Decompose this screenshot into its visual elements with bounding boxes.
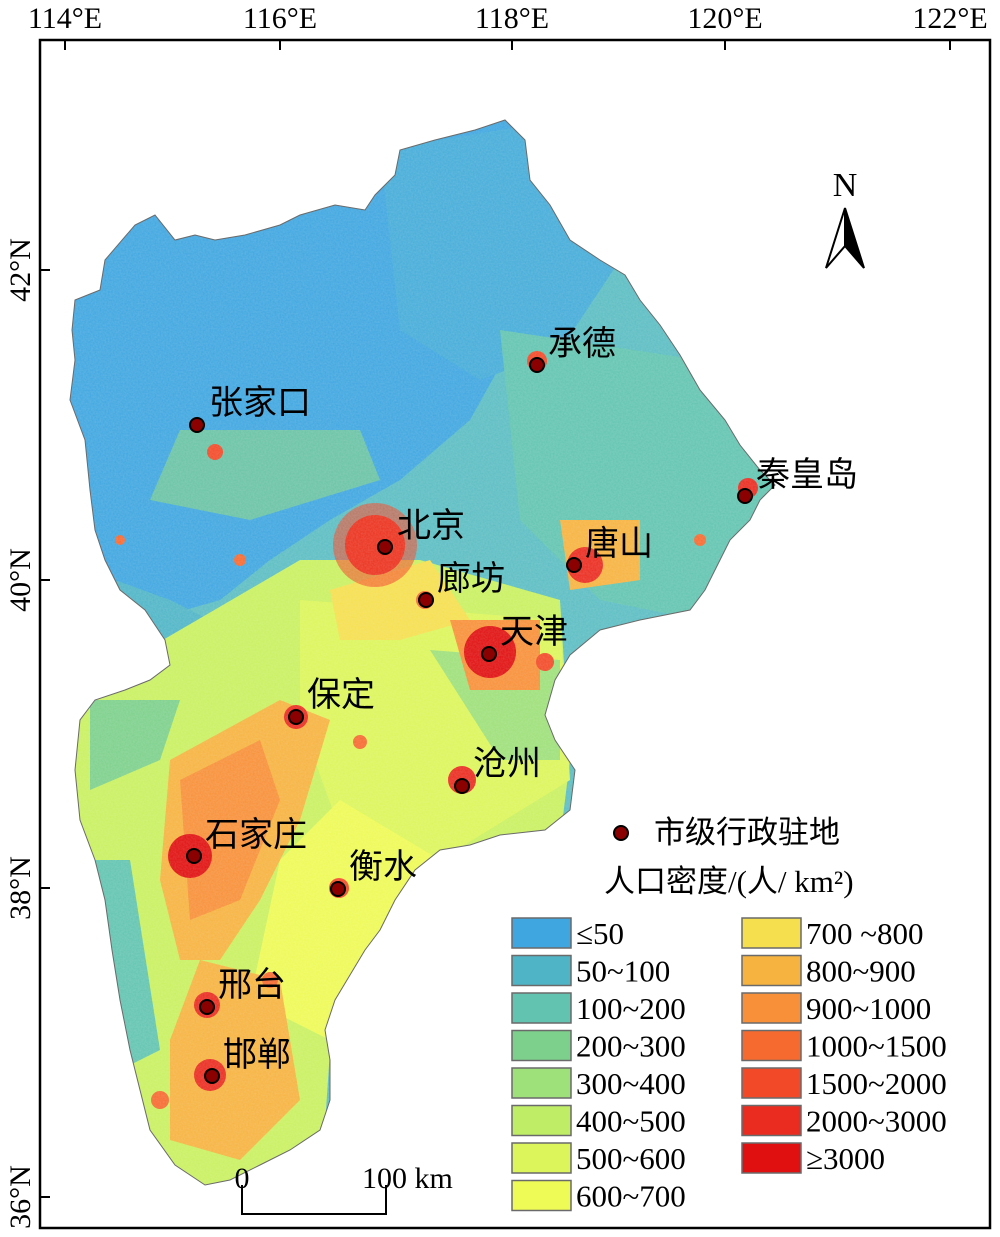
- city-label: 秦皇岛: [756, 456, 858, 494]
- legend-class-label: 200~300: [576, 1029, 686, 1064]
- city-label: 张家口: [209, 384, 311, 422]
- legend-swatch: [741, 992, 802, 1024]
- city-label: 衡水: [349, 849, 417, 886]
- legend-swatch: [511, 1029, 572, 1062]
- lon-tick-label: 114°E: [28, 2, 102, 35]
- city-label: 邢台: [218, 966, 286, 1004]
- city-label: 保定: [307, 676, 375, 714]
- lat-tick-label: 42°N: [4, 238, 37, 302]
- lat-tick-label: 38°N: [4, 856, 37, 920]
- city-labels: 承德 张家口 秦皇岛 北京 唐山 廊坊 天津 保定 沧州 石家庄 衡水 邢台 邯…: [205, 325, 858, 1074]
- legend-class-label: 50~100: [576, 954, 670, 989]
- city-label: 廊坊: [437, 560, 505, 598]
- legend-class-label: 900~1000: [806, 991, 931, 1026]
- north-arrow: N: [825, 167, 865, 269]
- legend-class-label: 700 ~800: [806, 916, 924, 951]
- city-label: 天津: [500, 614, 568, 651]
- city-marker-zhangjiakou: [189, 417, 205, 433]
- scale-bar-end-label: 100 km: [362, 1162, 453, 1195]
- legend-swatch: [511, 992, 572, 1024]
- city-label: 沧州: [473, 745, 541, 783]
- legend-swatch: [511, 954, 572, 987]
- city-marker-cangzhou: [454, 778, 470, 794]
- city-marker-chengde: [529, 357, 545, 373]
- lat-tick-label: 36°N: [4, 1165, 37, 1229]
- lat-tick-label: 40°N: [4, 548, 37, 612]
- legend-swatch: [511, 1179, 572, 1212]
- legend-swatch: [741, 1029, 802, 1062]
- lon-tick-label: 120°E: [687, 2, 762, 35]
- legend-swatch: [511, 1104, 572, 1137]
- map-frame: [38, 38, 992, 1230]
- city-marker-baoding: [288, 709, 304, 725]
- density-raster: [70, 120, 775, 1185]
- city-marker-beijing: [377, 539, 393, 555]
- legend-class-label: 300~400: [576, 1066, 686, 1101]
- city-marker-handan: [204, 1068, 220, 1084]
- lat-axis-labels: 42°N 40°N 38°N 36°N: [4, 238, 37, 1229]
- legend-swatch: [511, 917, 572, 949]
- legend-swatch: [741, 1067, 802, 1099]
- scale-bar-start-label: 0: [235, 1162, 250, 1195]
- legend-swatch: [741, 954, 802, 987]
- city-label: 邯郸: [223, 1037, 291, 1074]
- legend-class-label: 800~900: [806, 954, 916, 989]
- city-marker-tianjin: [481, 646, 497, 662]
- lon-axis-labels: 114°E 116°E 118°E 120°E 122°E: [28, 2, 988, 35]
- city-marker-hengshui: [330, 881, 346, 897]
- city-label: 承德: [548, 325, 616, 363]
- city-marker-shijiazhuang: [186, 848, 202, 864]
- legend-class-label: 600~700: [576, 1179, 686, 1214]
- legend-city-marker-icon: [613, 825, 629, 841]
- lon-tick-marks: [64, 40, 951, 50]
- legend-swatch: [741, 1142, 802, 1174]
- legend-swatch: [511, 1067, 572, 1099]
- city-marker-tangshan: [566, 557, 582, 573]
- city-marker-qinhuangdao: [737, 488, 753, 504]
- legend-class-label: ≥3000: [806, 1141, 885, 1176]
- legend-class-label: 400~500: [576, 1104, 686, 1139]
- scale-bar: 0 100 km: [235, 1162, 453, 1215]
- city-label: 石家庄: [205, 816, 307, 854]
- legend-swatch: [741, 917, 802, 949]
- city-marker-langfang: [418, 592, 434, 608]
- legend-class-label: 2000~3000: [806, 1104, 947, 1139]
- city-label: 唐山: [585, 525, 653, 563]
- legend-swatch: [511, 1142, 572, 1174]
- legend-class-label: ≤50: [576, 916, 624, 951]
- legend-title: 人口密度/(人/ km²): [604, 864, 854, 899]
- legend: 市级行政驻地 人口密度/(人/ km²) ≤5050~100100~200200…: [511, 815, 947, 1214]
- legend-swatches: ≤5050~100100~200200~300300~400400~500500…: [511, 916, 947, 1214]
- legend-class-label: 1500~2000: [806, 1066, 947, 1101]
- city-marker-xingtai: [199, 999, 215, 1015]
- north-arrow-label: N: [833, 167, 858, 204]
- north-arrow-icon: [825, 207, 865, 269]
- lon-tick-label: 122°E: [912, 2, 987, 35]
- legend-class-label: 1000~1500: [806, 1029, 947, 1064]
- legend-class-label: 500~600: [576, 1141, 686, 1176]
- legend-city-marker-label: 市级行政驻地: [654, 815, 840, 850]
- legend-class-label: 100~200: [576, 991, 686, 1026]
- lat-tick-marks: [40, 269, 50, 1198]
- lon-tick-label: 118°E: [475, 2, 549, 35]
- city-label: 北京: [397, 507, 465, 545]
- city-markers: [186, 357, 753, 1084]
- legend-swatch: [741, 1104, 802, 1137]
- lon-tick-label: 116°E: [243, 2, 317, 35]
